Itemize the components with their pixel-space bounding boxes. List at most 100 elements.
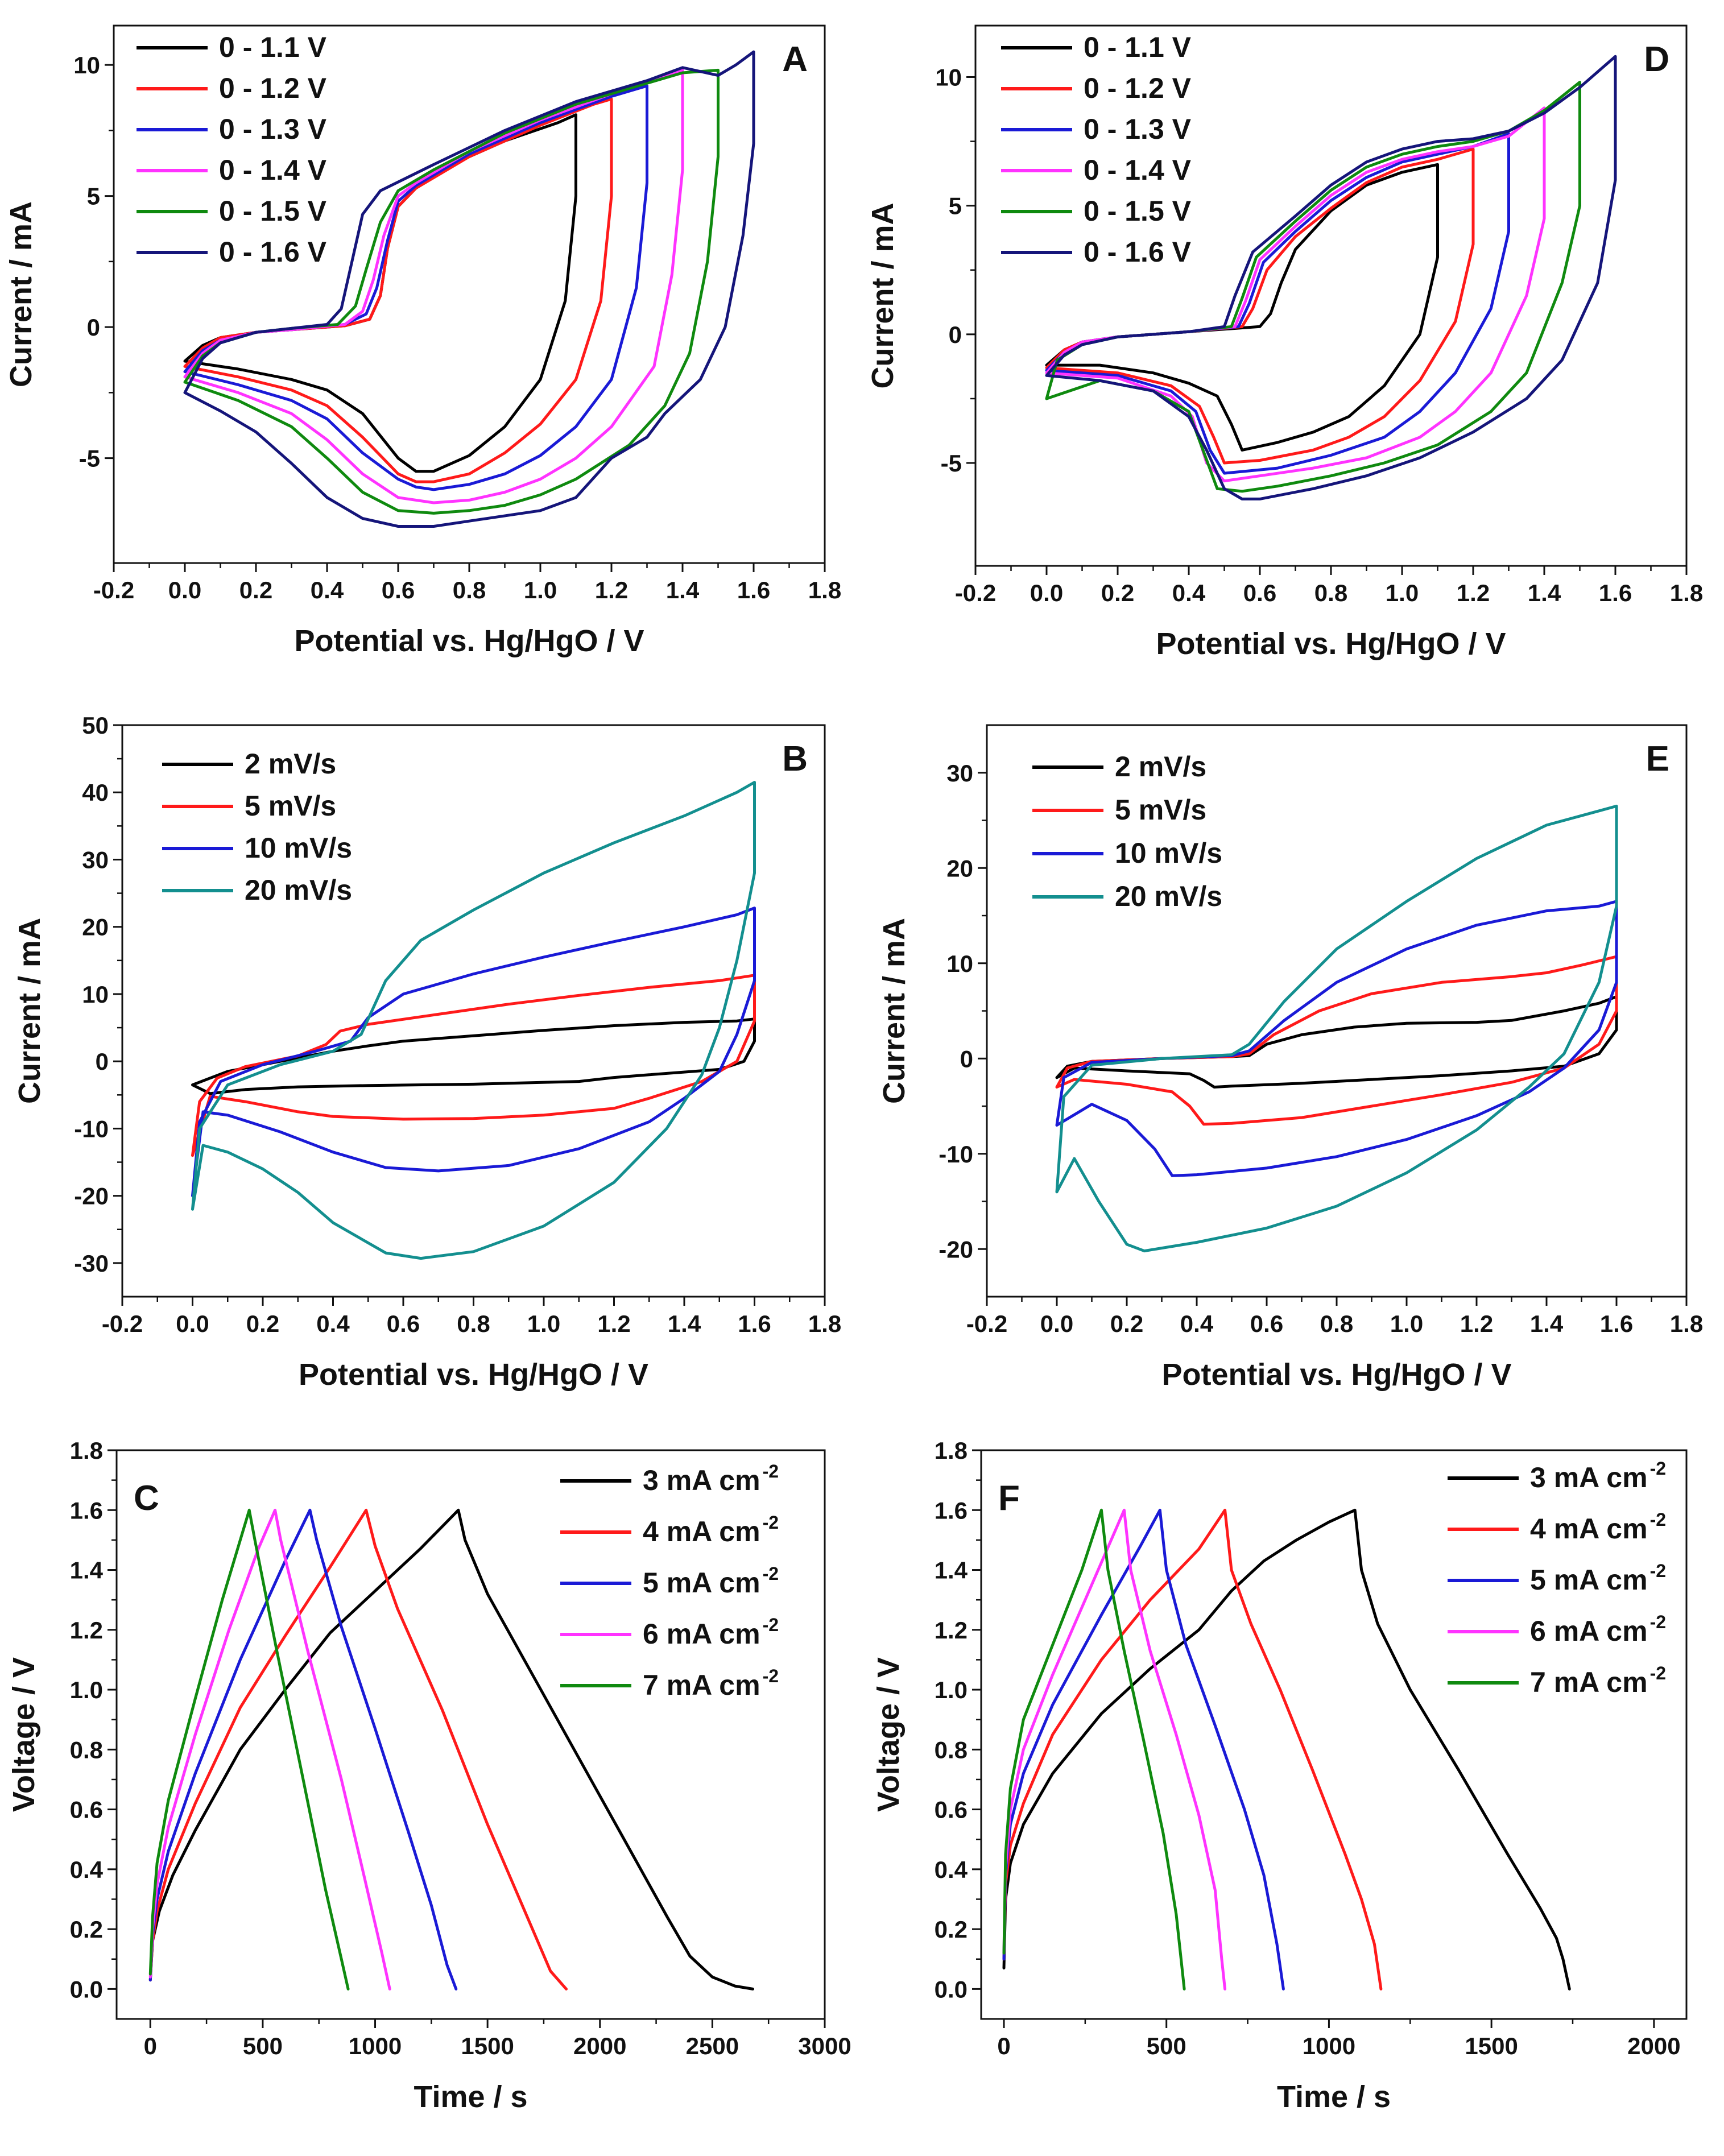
- legend-label-text: 0 - 1.3 V: [219, 113, 327, 145]
- x-tick-label: 0.4: [1180, 1310, 1214, 1337]
- y-tick-label: 5: [949, 193, 962, 220]
- y-tick-label: 0.2: [935, 1916, 968, 1943]
- x-tick-label: 1.2: [1457, 580, 1490, 606]
- legend-label-text: 4 mA cm: [1530, 1513, 1648, 1545]
- x-tick-label: -0.2: [93, 577, 134, 603]
- y-tick-label: 0: [949, 321, 962, 348]
- legend-label: 2 mV/s: [245, 748, 336, 780]
- y-tick-label: -5: [79, 445, 100, 472]
- series-line-4: [148, 1508, 350, 1991]
- x-axis-title: Time / s: [414, 2080, 527, 2114]
- y-tick-label: 40: [82, 779, 109, 806]
- legend-label: 20 mV/s: [1115, 880, 1222, 912]
- legend-label-text: 0 - 1.1 V: [219, 31, 327, 63]
- y-tick-label: 0.8: [70, 1736, 103, 1763]
- legend-label: 0 - 1.4 V: [1084, 154, 1192, 186]
- x-tick-label: 1.0: [527, 1310, 560, 1337]
- legend-label-text: 5 mV/s: [245, 790, 336, 822]
- legend-label: 4 mA cm -2: [1530, 1509, 1666, 1545]
- x-tick-label: 2000: [573, 2033, 626, 2059]
- panel-b: -0.2 0.0 0.2 0.4 0.6 0.8 1.0 1.2 1.4 1.6 1.8 -30 -20…: [13, 712, 841, 1392]
- series-line-2: [148, 1508, 458, 1991]
- x-tick-label: 1.6: [1599, 580, 1632, 606]
- y-tick-label: 1.4: [70, 1557, 104, 1584]
- plot-frame: [121, 724, 826, 1298]
- x-axis-title: Potential vs. Hg/HgO / V: [299, 1358, 648, 1392]
- series-line-3: [1002, 1508, 1227, 1991]
- plot-frame: [115, 1449, 826, 2020]
- y-tick-label: 0.4: [70, 1856, 104, 1883]
- y-axis-title: Current / mA: [877, 918, 911, 1104]
- y-tick-label: 10: [946, 950, 973, 977]
- x-tick-label: 1000: [349, 2033, 402, 2059]
- y-tick-label: 0: [960, 1045, 973, 1072]
- series-line-4: [1045, 81, 1581, 493]
- series-line-3: [148, 1508, 391, 1991]
- legend: 3 mA cm -24 mA cm -25 mA cm -26 mA cm -27 mA…: [560, 1461, 779, 1701]
- y-tick-label: 5: [87, 183, 100, 210]
- y-tick-label: 0.0: [70, 1976, 103, 2002]
- y-tick-label: -10: [74, 1115, 109, 1142]
- x-axis-title: Potential vs. Hg/HgO / V: [1161, 1358, 1511, 1392]
- legend-label-text: 6 mA cm: [1530, 1615, 1648, 1647]
- legend-label: 0 - 1.2 V: [219, 72, 327, 104]
- series-line-3: [1055, 804, 1618, 1253]
- legend: 2 mV/s 5 mV/s 10 mV/s 20 mV/s: [1032, 751, 1222, 912]
- x-tick-label: 0.4: [1172, 580, 1206, 606]
- x-tick-label: 0.8: [1320, 1310, 1353, 1337]
- legend-label: 3 mA cm -2: [643, 1461, 779, 1496]
- legend-label-text: 5 mA cm: [1530, 1564, 1648, 1596]
- legend-label: 3 mA cm -2: [1530, 1458, 1666, 1493]
- legend-label-text: 3 mA cm: [1530, 1462, 1648, 1493]
- y-tick-label: 1.6: [70, 1497, 103, 1524]
- x-axis-title: Time / s: [1277, 2080, 1391, 2114]
- legend-label: 6 mA cm -2: [643, 1615, 779, 1650]
- x-tick-label: 0.0: [168, 577, 201, 603]
- series-line-0: [191, 1017, 756, 1095]
- legend-label: 7 mA cm -2: [1530, 1663, 1666, 1698]
- x-tick-label: 1.0: [524, 577, 557, 603]
- series-line-2: [1002, 1508, 1285, 1991]
- series-line-2: [191, 907, 756, 1198]
- y-tick-label: -30: [74, 1250, 109, 1277]
- x-tick-label: 1.4: [1530, 1310, 1564, 1337]
- x-tick-label: 1.8: [1670, 1310, 1703, 1337]
- panel-letter: D: [1644, 40, 1669, 79]
- legend-label: 0 - 1.5 V: [219, 195, 327, 227]
- x-tick-label: 1.4: [1528, 580, 1561, 606]
- legend-label-text: 0 - 1.5 V: [219, 195, 327, 227]
- legend-label-text: 3 mA cm: [643, 1464, 760, 1496]
- y-tick-label: 1.2: [70, 1617, 103, 1644]
- legend-label-text: 0 - 1.2 V: [219, 72, 327, 104]
- panel-e: -0.2 0.0 0.2 0.4 0.6 0.8 1.0 1.2 1.4 1.6 1.8 -20 -10…: [877, 724, 1703, 1392]
- x-tick-label: 1.0: [1390, 1310, 1423, 1337]
- legend-label-text: 4 mA cm: [643, 1516, 760, 1547]
- legend-label-text: 2 mV/s: [1115, 751, 1206, 783]
- x-tick-label: 0.2: [1101, 580, 1134, 606]
- x-tick-label: 1.2: [1460, 1310, 1493, 1337]
- panel-letter: B: [782, 739, 808, 779]
- legend-label-superscript: -2: [763, 1666, 779, 1686]
- y-tick-label: 20: [82, 914, 109, 941]
- legend-label: 7 mA cm -2: [643, 1666, 779, 1701]
- panel-letter: A: [782, 40, 808, 79]
- y-tick-label: 1.0: [935, 1677, 968, 1703]
- legend-label-superscript: -2: [763, 1615, 779, 1635]
- legend: 3 mA cm -24 mA cm -25 mA cm -26 mA cm -27 mA…: [1448, 1458, 1666, 1698]
- legend-label-superscript: -2: [1650, 1458, 1666, 1479]
- legend-label-text: 6 mA cm: [643, 1618, 760, 1650]
- y-tick-label: 1.8: [935, 1437, 968, 1464]
- legend-label-text: 10 mV/s: [245, 832, 352, 864]
- legend-label-superscript: -2: [763, 1461, 779, 1482]
- series-line-4: [183, 68, 720, 515]
- legend: 0 - 1.1 V 0 - 1.2 V 0 - 1.3 V 0 - 1.4 V 0 - …: [137, 31, 327, 268]
- y-tick-label: 0.2: [70, 1916, 103, 1943]
- x-tick-label: 2500: [686, 2033, 739, 2059]
- plot-frame: [980, 1449, 1688, 2020]
- x-tick-label: 1.2: [595, 577, 628, 603]
- x-tick-label: -0.2: [955, 580, 996, 606]
- x-tick-label: 1.0: [1386, 580, 1419, 606]
- series-line-5: [1045, 55, 1617, 500]
- x-tick-label: 1.6: [737, 577, 770, 603]
- y-tick-label: 0.0: [935, 1976, 968, 2002]
